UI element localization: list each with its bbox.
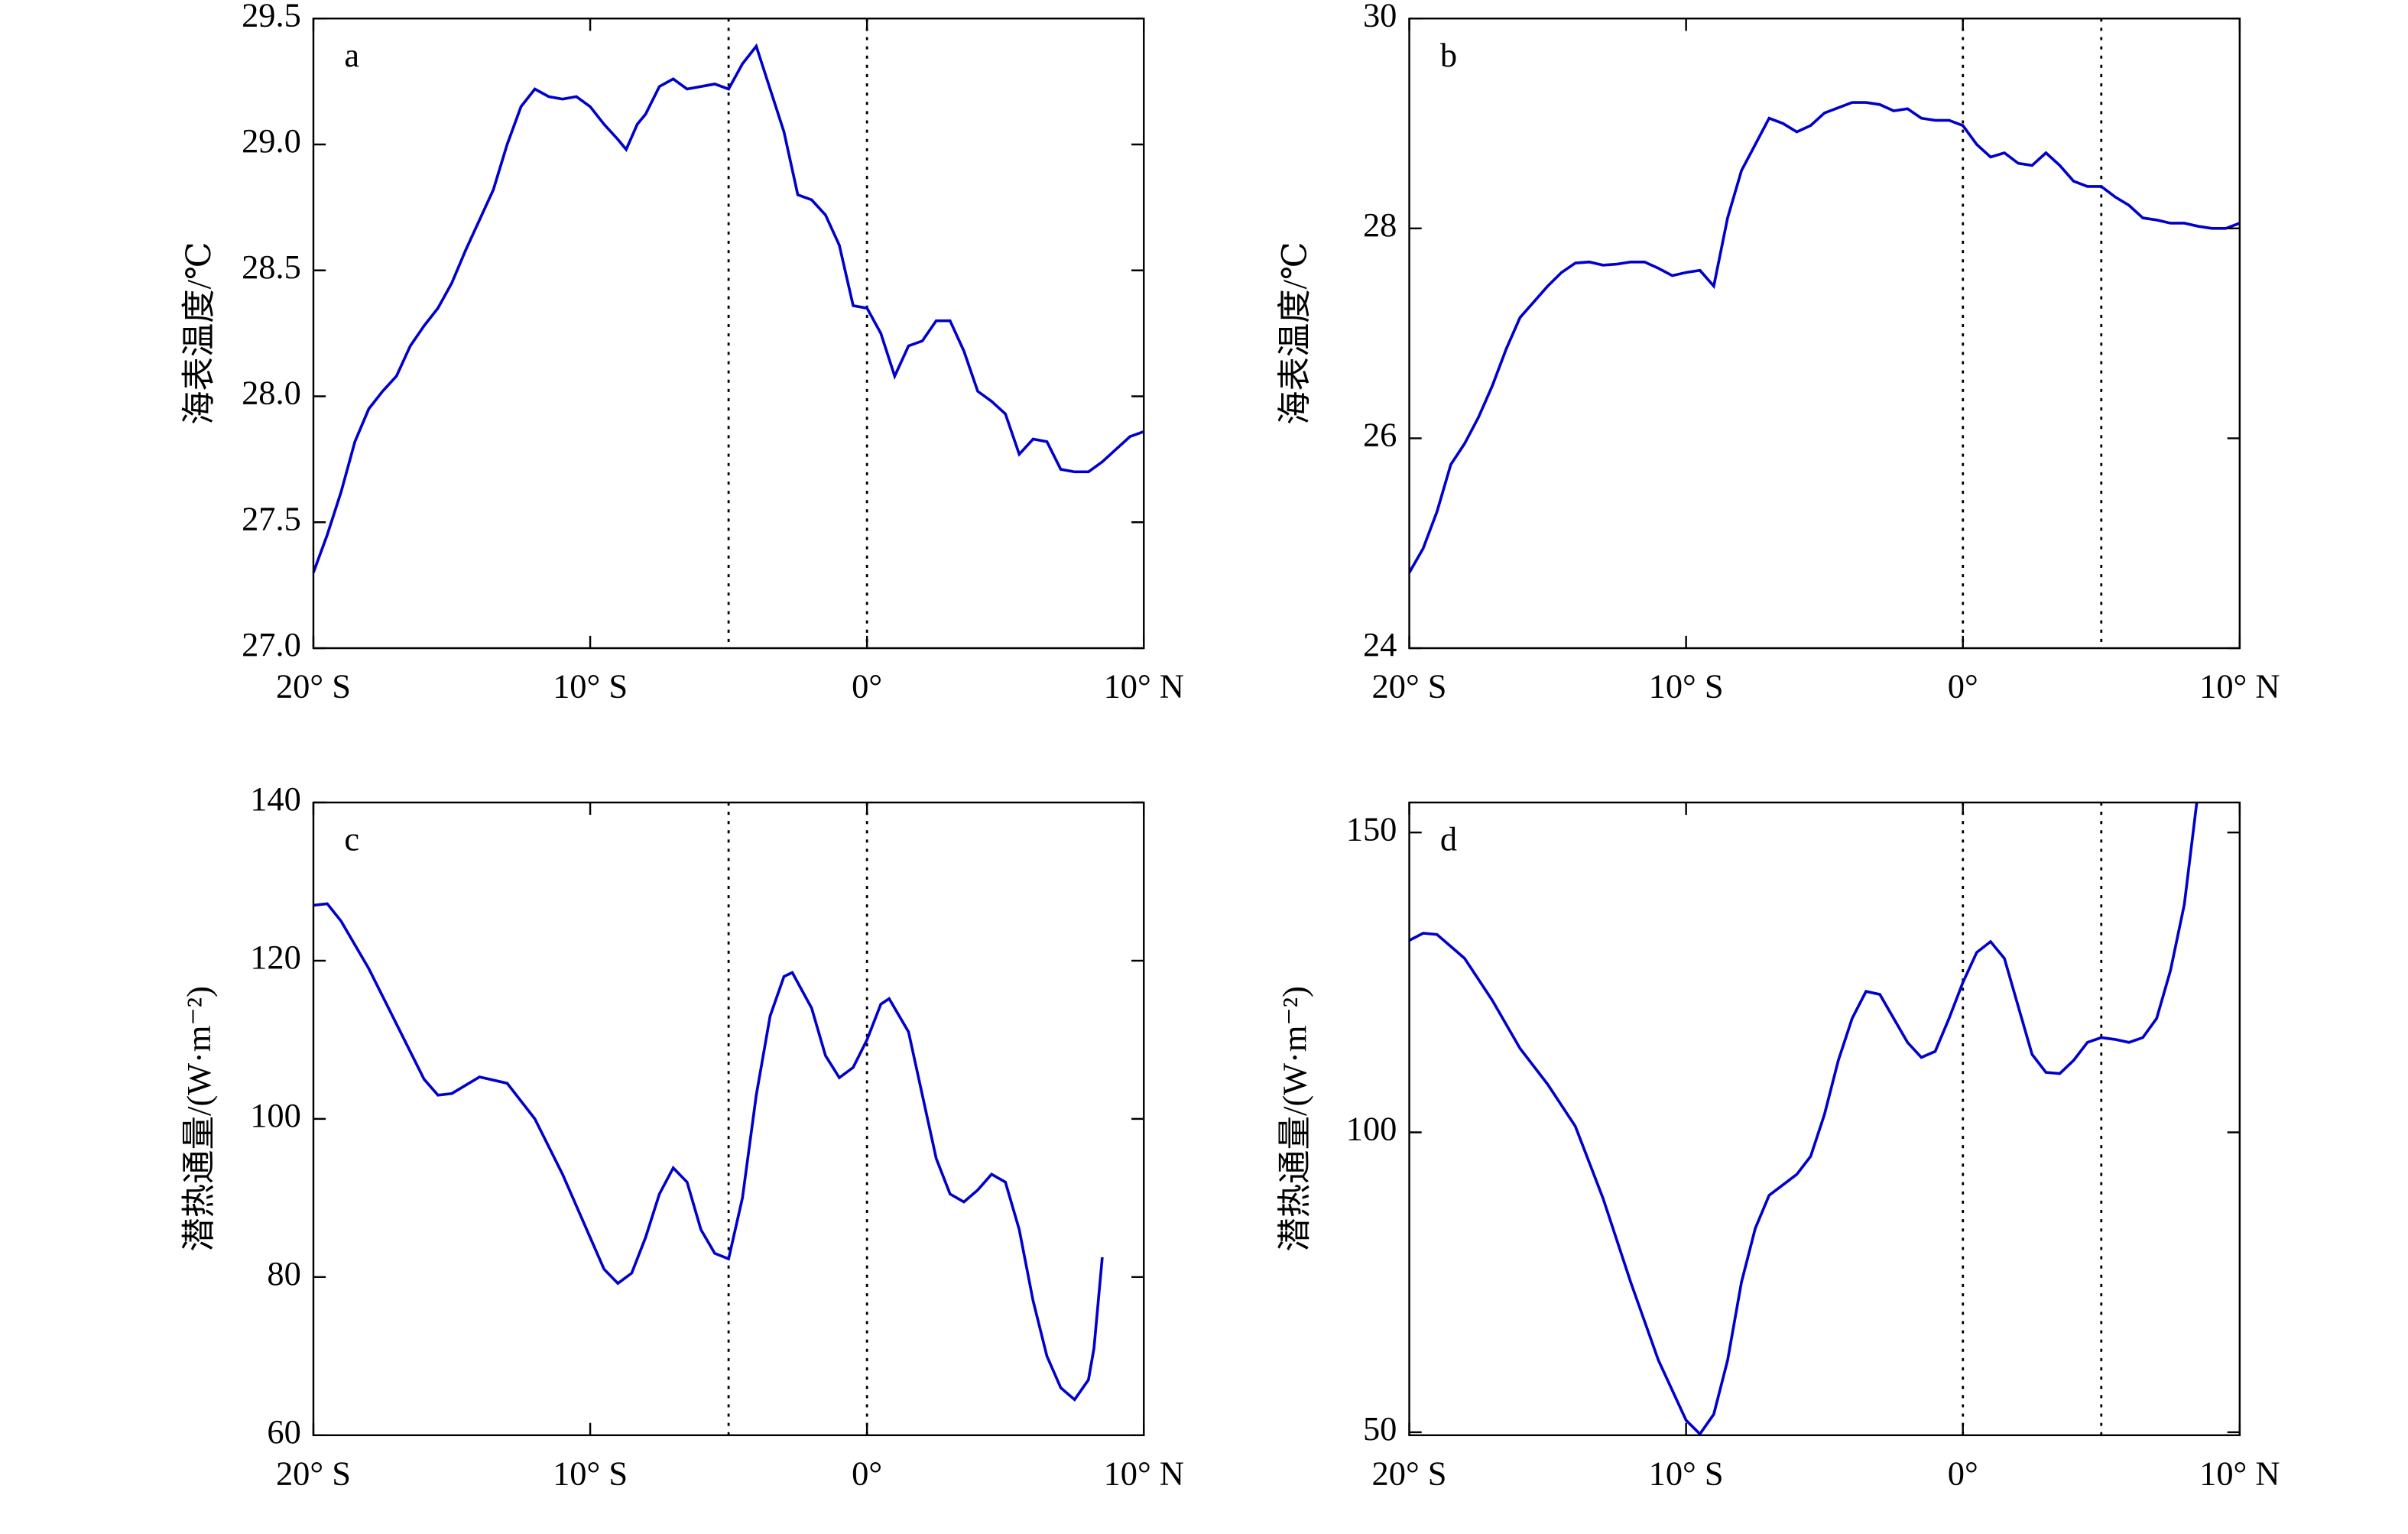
panel: 60 80 100 120 140 20° S 10° S 0° 10° N c 潜热通量/(W·m… <box>180 780 1184 1492</box>
y-axis-label: 海表温度/℃ <box>1275 242 1313 425</box>
x-tick-label: 10° S <box>1649 1454 1724 1492</box>
x-tick-label: 20° S <box>1372 667 1447 705</box>
y-tick-label: 27.0 <box>242 625 301 663</box>
panel: 27.0 27.5 28.0 28.5 29.0 29.5 20° S 10° S 0° 10° … <box>180 0 1184 705</box>
y-tick-label: 26 <box>1363 416 1397 454</box>
x-tick-label: 0° <box>852 667 882 705</box>
y-axis-label: 海表温度/℃ <box>180 242 218 425</box>
panel: 24 26 28 30 20° S 10° S 0° 10° N b 海表温度/℃ <box>1275 0 2280 705</box>
y-tick-label: 28 <box>1363 206 1397 244</box>
data-line <box>1409 802 2199 1435</box>
plot-frame <box>1408 18 2241 650</box>
plot-area <box>313 43 1144 573</box>
x-tick-label: 20° S <box>276 667 351 705</box>
plot-area <box>1409 802 2199 1435</box>
x-tick-label: 0° <box>1948 667 1978 705</box>
plot-frame <box>312 18 1145 650</box>
x-tick-label: 10° N <box>2199 667 2280 705</box>
data-line <box>1409 101 2240 574</box>
plot-frame <box>1408 801 2241 1436</box>
panel-label: b <box>1440 36 1457 74</box>
panel-label: a <box>344 36 359 74</box>
y-tick-label: 60 <box>267 1412 300 1451</box>
y-tick-label: 50 <box>1363 1409 1397 1448</box>
y-tick-label: 100 <box>1346 1110 1397 1148</box>
y-tick-label: 28.5 <box>242 248 301 286</box>
panel-label: c <box>344 820 359 858</box>
y-tick-label: 29.5 <box>242 0 301 34</box>
data-line <box>313 43 1144 573</box>
y-tick-label: 100 <box>250 1096 301 1134</box>
x-tick-label: 10° S <box>553 667 628 705</box>
y-tick-label: 80 <box>267 1254 300 1292</box>
plot-area <box>313 902 1104 1402</box>
x-tick-label: 10° N <box>1104 667 1184 705</box>
data-line <box>313 902 1104 1402</box>
x-tick-label: 20° S <box>1372 1454 1447 1492</box>
y-tick-label: 30 <box>1363 0 1397 34</box>
x-tick-label: 0° <box>852 1454 882 1492</box>
x-tick-label: 10° N <box>2199 1454 2280 1492</box>
y-axis-label: 潜热通量/(W·m⁻²) <box>1275 986 1313 1252</box>
y-tick-label: 27.5 <box>242 499 301 537</box>
plot-area <box>1409 101 2240 574</box>
x-tick-label: 10° S <box>553 1454 628 1492</box>
y-tick-label: 140 <box>250 780 301 818</box>
y-tick-label: 29.0 <box>242 122 301 160</box>
y-tick-label: 150 <box>1346 809 1397 848</box>
panel-label: d <box>1440 820 1457 858</box>
x-tick-label: 20° S <box>276 1454 351 1492</box>
x-tick-label: 0° <box>1948 1454 1978 1492</box>
y-tick-label: 24 <box>1363 625 1397 663</box>
y-tick-label: 28.0 <box>242 374 301 412</box>
y-axis-label: 潜热通量/(W·m⁻²) <box>180 986 218 1252</box>
x-tick-label: 10° S <box>1649 667 1724 705</box>
y-tick-label: 120 <box>250 938 301 976</box>
panel: 50 100 150 20° S 10° S 0° 10° N d 潜热通量/(W·m⁻²) <box>1275 801 2280 1492</box>
x-tick-label: 10° N <box>1104 1454 1184 1492</box>
